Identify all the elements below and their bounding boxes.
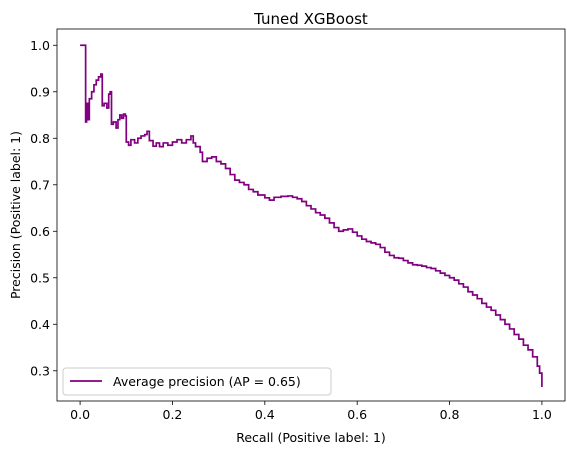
- y-axis-label: Precision (Positive label: 1): [8, 131, 23, 299]
- y-tick-label: 0.5: [30, 270, 50, 285]
- x-tick-label: 0.2: [163, 407, 183, 422]
- x-tick-label: 0.0: [70, 407, 90, 422]
- x-tick-label: 1.0: [532, 407, 552, 422]
- x-axis-label: Recall (Positive label: 1): [236, 430, 386, 445]
- x-tick-label: 0.8: [440, 407, 460, 422]
- pr-curve-line: [80, 44, 543, 388]
- x-axis-ticks: 0.0 0.2 0.4 0.6 0.8 1.0: [70, 401, 552, 422]
- y-tick-label: 0.7: [30, 177, 50, 192]
- legend-label: Average precision (AP = 0.65): [113, 374, 301, 389]
- x-tick-label: 0.4: [255, 407, 275, 422]
- y-tick-label: 0.8: [30, 131, 50, 146]
- plot-area: [56, 28, 566, 402]
- series-layer: [80, 44, 543, 388]
- y-tick-label: 0.4: [30, 317, 50, 332]
- x-tick-label: 0.6: [347, 407, 367, 422]
- chart-title: Tuned XGBoost: [253, 10, 368, 28]
- y-tick-label: 0.6: [30, 224, 50, 239]
- y-tick-label: 0.3: [30, 363, 50, 378]
- y-axis-ticks: 0.3 0.4 0.5 0.6 0.7 0.8 0.9 1.0: [30, 38, 57, 378]
- y-tick-label: 0.9: [30, 84, 50, 99]
- legend-box: [62, 367, 332, 396]
- y-tick-label: 1.0: [30, 38, 50, 53]
- legend: Average precision (AP = 0.65): [62, 367, 332, 396]
